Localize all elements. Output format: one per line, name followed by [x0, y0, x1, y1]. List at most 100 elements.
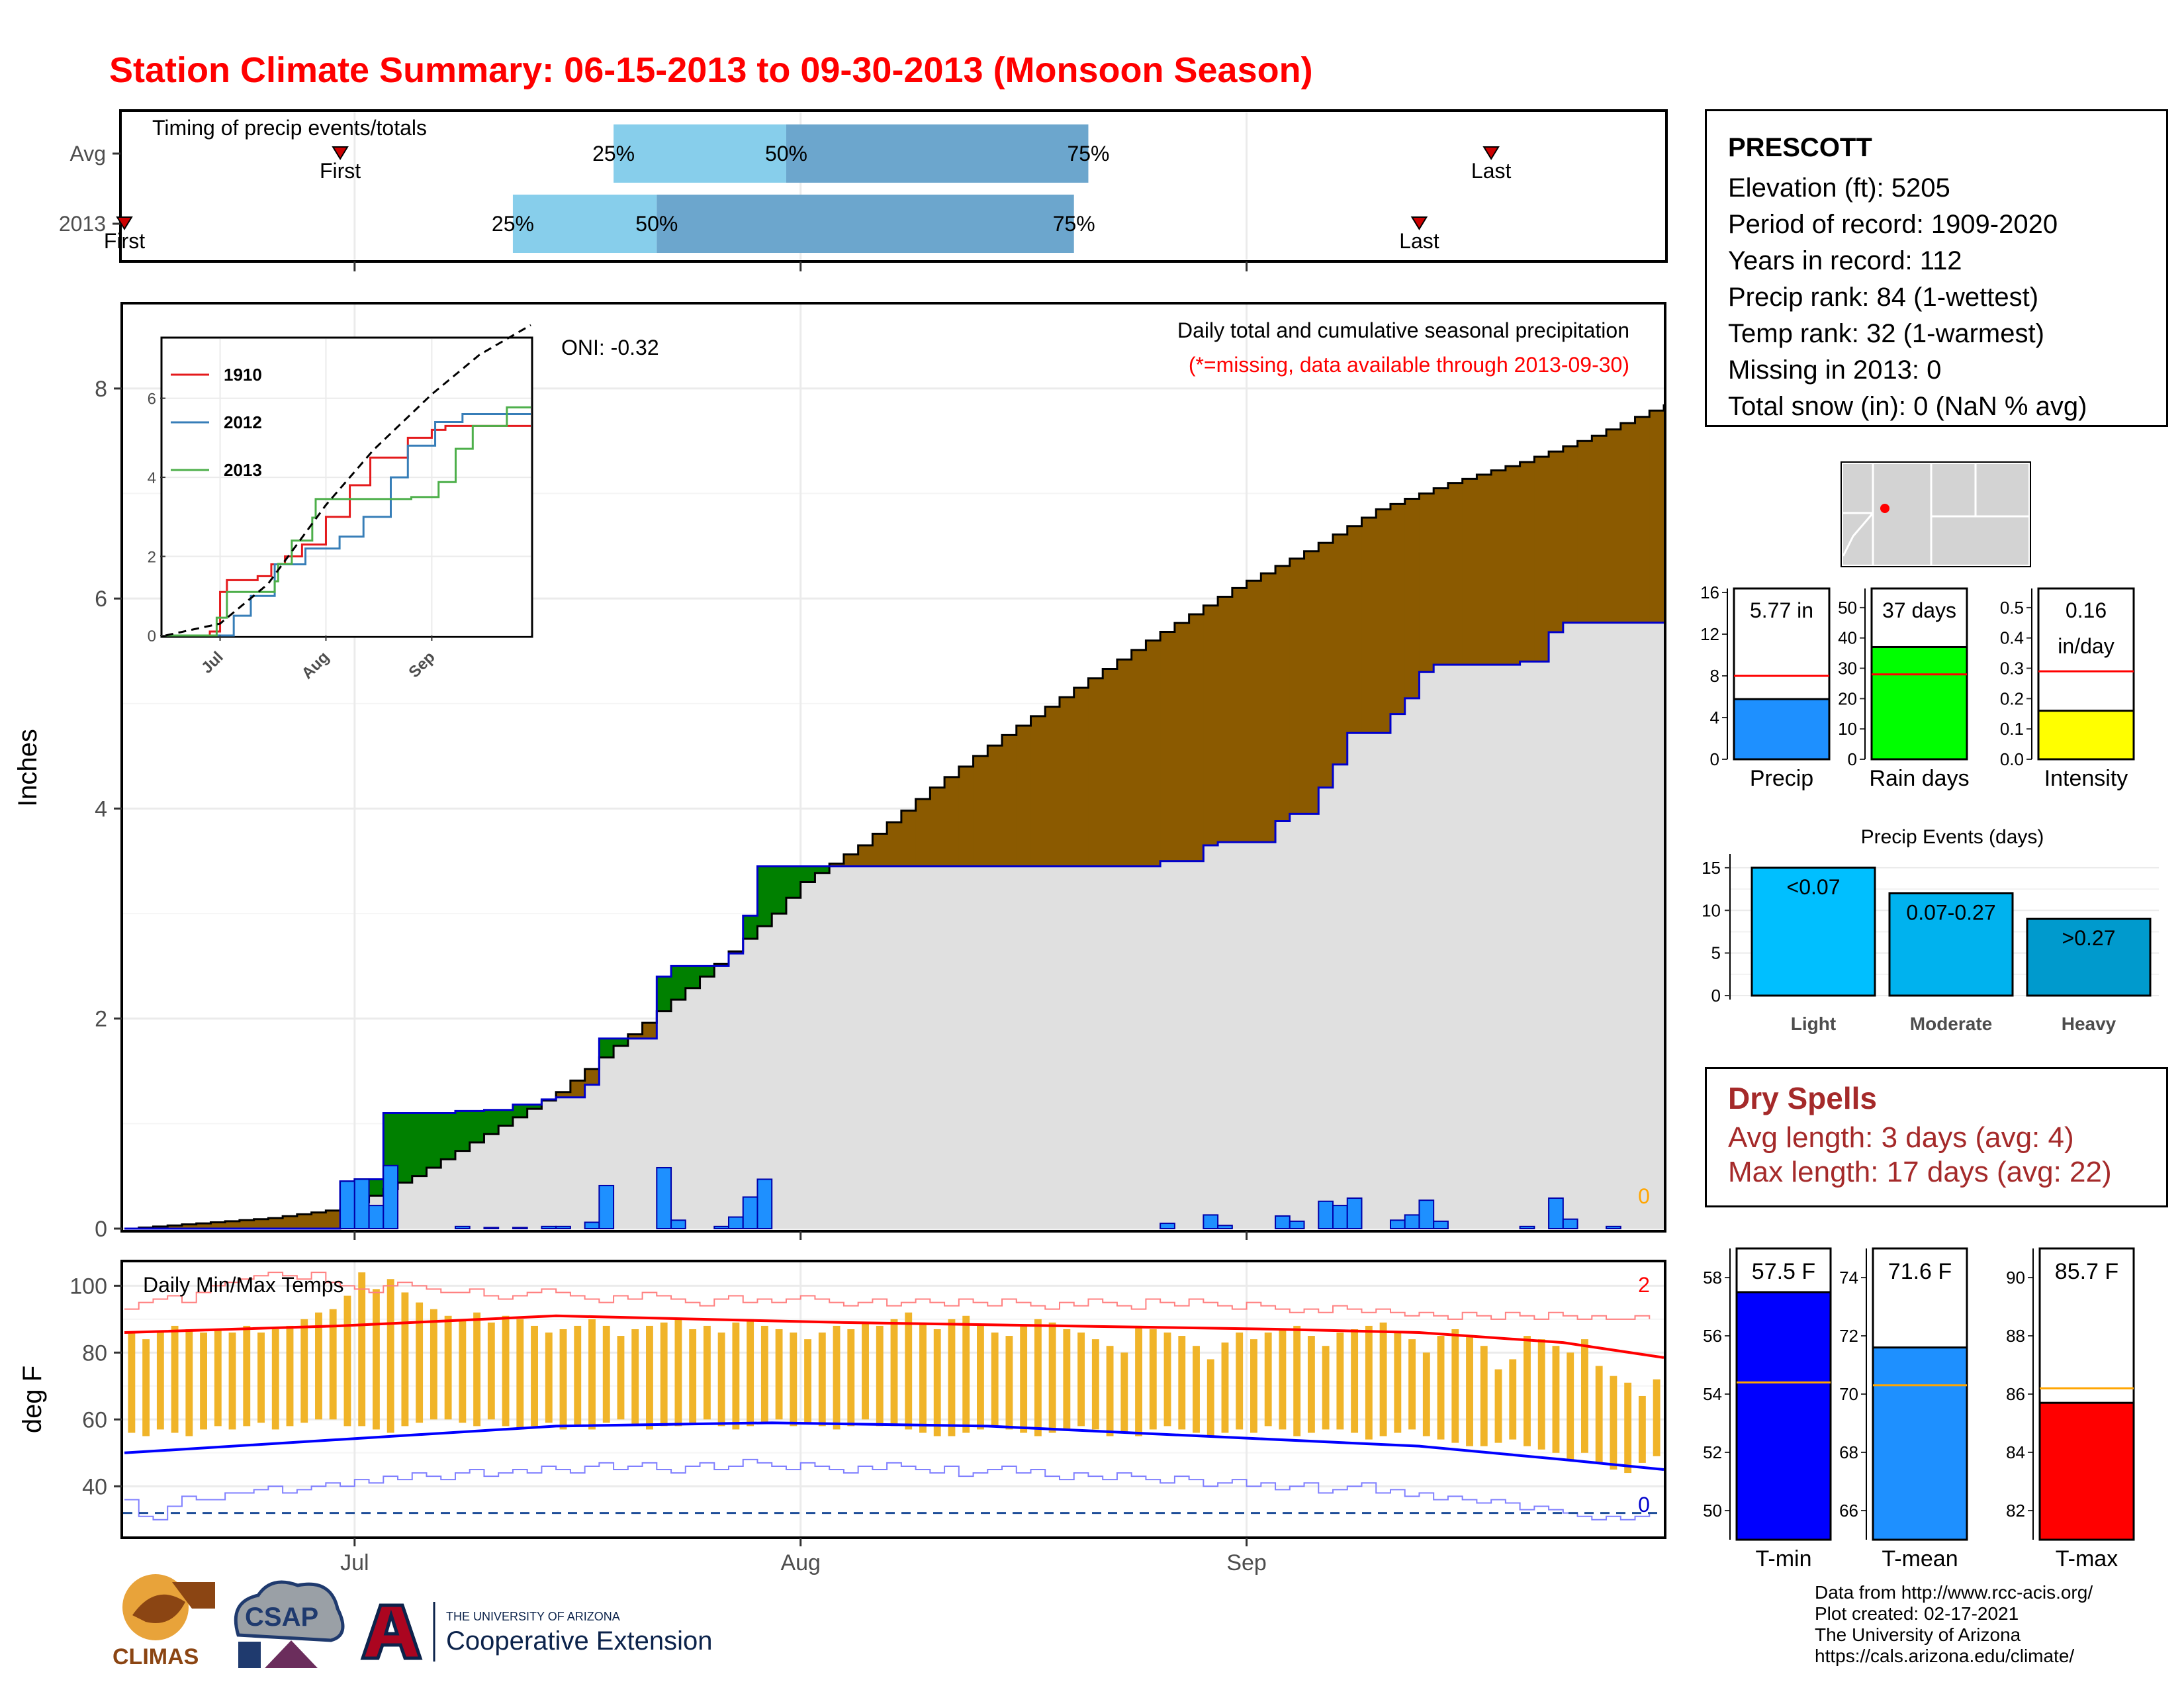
precip-below-avg-area: [858, 845, 873, 867]
events-bar: [1751, 867, 1876, 997]
precip-daily-bar: [1346, 1197, 1363, 1230]
precip-base-area: [455, 1150, 471, 1229]
precip-daily-bar: [1275, 1215, 1291, 1229]
temp-bar-ytick-label: 72: [1839, 1326, 1858, 1346]
precip-below-avg-area: [1318, 543, 1334, 788]
temp-daily-bar: [1077, 1333, 1085, 1427]
temp-ytick-label: 60: [82, 1407, 107, 1432]
temp-daily-bar: [531, 1325, 538, 1427]
mini-ytick-label: 8: [1710, 666, 1719, 686]
precip-daily-bar: [584, 1221, 600, 1229]
precip-below-avg-area: [1189, 614, 1204, 861]
precip-below-avg-area: [556, 1092, 571, 1098]
precip-above-avg-area: [469, 1111, 485, 1143]
precip-base-area: [958, 866, 974, 1229]
temp-bar-ytick-label: 82: [2006, 1501, 2025, 1521]
logos: CLIMAS CSAP THE UNIVERSITY OF ARIZONA Co…: [113, 1574, 712, 1669]
events-bar: [1888, 892, 2014, 997]
temp-daily-bar: [1264, 1333, 1272, 1427]
timing-box-upper: [657, 195, 1074, 253]
precip-below-avg-area: [1232, 588, 1248, 843]
temp-daily-bar: [617, 1336, 625, 1420]
temp-daily-bar: [502, 1315, 510, 1427]
temp-daily-bar: [862, 1322, 869, 1420]
temp-daily-bar: [1653, 1379, 1661, 1456]
temp-daily-bar: [430, 1309, 437, 1420]
temp-daily-bar: [329, 1309, 337, 1420]
precip-below-avg-area: [1246, 581, 1261, 843]
precip-above-avg-area: [786, 866, 801, 898]
temp-daily-bar: [401, 1292, 409, 1427]
mini-bar-value: [2037, 710, 2135, 761]
precip-panel: 0 2 4 6 8 Inches Daily total and cumulative …: [13, 302, 1666, 1242]
mini-ytick-label: 10: [1838, 719, 1857, 739]
precip-daily-bar: [713, 1225, 730, 1229]
precip-base-area: [1088, 866, 1103, 1229]
precip-below-avg-area: [1376, 509, 1391, 733]
precip-above-avg-area: [772, 866, 787, 914]
precip-daily-bar: [1562, 1218, 1578, 1230]
precip-base-area: [1304, 814, 1319, 1229]
temp-daily-bar: [1466, 1336, 1473, 1446]
temp-bar-label: T-max: [2056, 1546, 2118, 1571]
precip-below-avg-area: [930, 787, 945, 867]
precip-base-area: [1174, 861, 1190, 1229]
temp-panel-frame: [120, 1260, 1666, 1539]
temp-daily-bar: [574, 1325, 582, 1427]
events-ytick-label: 0: [1711, 986, 1721, 1006]
inset-series-line-2013: [165, 406, 531, 637]
mini-bar-label: Rain days: [1869, 766, 1969, 791]
precip-daily-bar: [1418, 1199, 1435, 1230]
precip-base-area: [1347, 733, 1363, 1229]
temp-bar-ytick-label: 88: [2006, 1326, 2025, 1346]
events-title: Precip Events (days): [1861, 826, 2044, 848]
precip-below-avg-area: [1059, 697, 1075, 867]
precip-below-avg-area: [1073, 688, 1089, 867]
precip-below-avg-area: [729, 951, 744, 954]
timing-first-marker-icon: [116, 216, 133, 230]
temp-daily-bar: [286, 1325, 294, 1427]
timing-q50-label: 50%: [765, 142, 807, 165]
precip-base-area: [1103, 866, 1118, 1229]
timing-last-label: Last: [1399, 229, 1439, 253]
temp-daily-bar: [416, 1302, 424, 1423]
mini-ytick-label: 30: [1838, 659, 1857, 679]
temp-bar-ytick-label: 58: [1703, 1268, 1722, 1288]
precip-base-area: [1477, 665, 1492, 1229]
precip-base-area: [1447, 665, 1463, 1229]
precip-daily-bars: [340, 1164, 1621, 1230]
timing-first-marker-icon: [332, 146, 349, 160]
temp-daily-bar: [790, 1333, 797, 1427]
csap-rain-icon: [238, 1642, 261, 1668]
precip-below-avg-area: [1390, 504, 1406, 714]
precip-below-avg-area: [987, 745, 1003, 867]
precip-below-avg-area: [1477, 474, 1492, 665]
temp-daily-bar: [228, 1333, 236, 1430]
precip-below-avg-area: [1203, 605, 1218, 845]
temp-daily-bar: [962, 1315, 970, 1433]
precip-base-area: [858, 866, 873, 1229]
temp-bar-ytick-label: 66: [1839, 1501, 1858, 1521]
temp-daily-bar: [646, 1325, 653, 1430]
timing-label: Timing of precip events/totals: [152, 116, 427, 140]
precip-daily-bar: [1160, 1223, 1175, 1230]
temp-bar-label: T-min: [1756, 1546, 1812, 1571]
precip-above-avg-area: [599, 1038, 614, 1058]
precip-below-avg-area: [210, 1222, 226, 1229]
climas-wordmark: CLIMAS: [113, 1644, 199, 1669]
temp-daily-bar: [890, 1319, 898, 1427]
precip-obs-cumulative-line: [124, 622, 1664, 1230]
precip-above-avg-area: [369, 1179, 384, 1196]
temp-daily-bar: [602, 1325, 610, 1423]
precip-below-avg-area: [1275, 566, 1291, 821]
precip-below-avg-area: [944, 776, 960, 867]
temp-daily-bar: [760, 1325, 768, 1423]
precip-above-avg-area: [512, 1104, 528, 1117]
precip-base-area: [426, 1167, 441, 1229]
precip-base-area: [1505, 665, 1521, 1229]
mini-ytick-label: 20: [1838, 688, 1857, 708]
precip-base-area: [1073, 866, 1089, 1229]
inset-legend-label: 2012: [224, 412, 262, 432]
precip-below-avg-area: [181, 1224, 197, 1229]
